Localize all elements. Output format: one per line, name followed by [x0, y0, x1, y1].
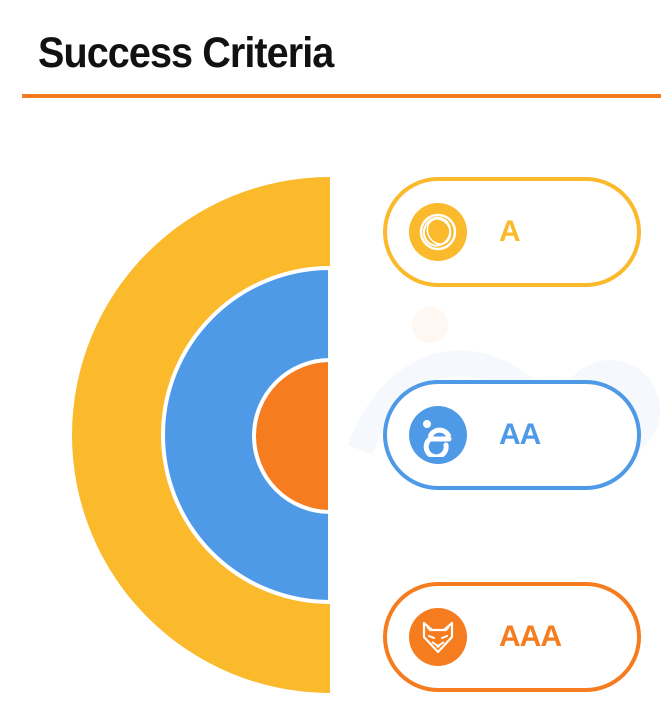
ring-swirl-icon	[419, 213, 457, 251]
ring-level-aa	[161, 265, 332, 605]
level-aa-pill: AA	[383, 380, 641, 490]
letter-e-icon	[423, 420, 452, 457]
level-a-badge	[409, 203, 467, 261]
fox-face-icon	[422, 621, 454, 654]
level-aa-badge	[409, 406, 467, 464]
level-aa-label: AA	[499, 418, 541, 451]
level-aaa-pill: AAA	[383, 582, 641, 692]
level-aaa-label: AAA	[499, 620, 562, 653]
title-underline	[22, 94, 661, 98]
slide-title: Success Criteria	[38, 29, 334, 77]
level-a-label: A	[499, 215, 521, 248]
level-a-pill: A	[383, 177, 641, 287]
level-aaa-badge	[409, 608, 467, 666]
ring-level-aaa	[252, 357, 332, 515]
